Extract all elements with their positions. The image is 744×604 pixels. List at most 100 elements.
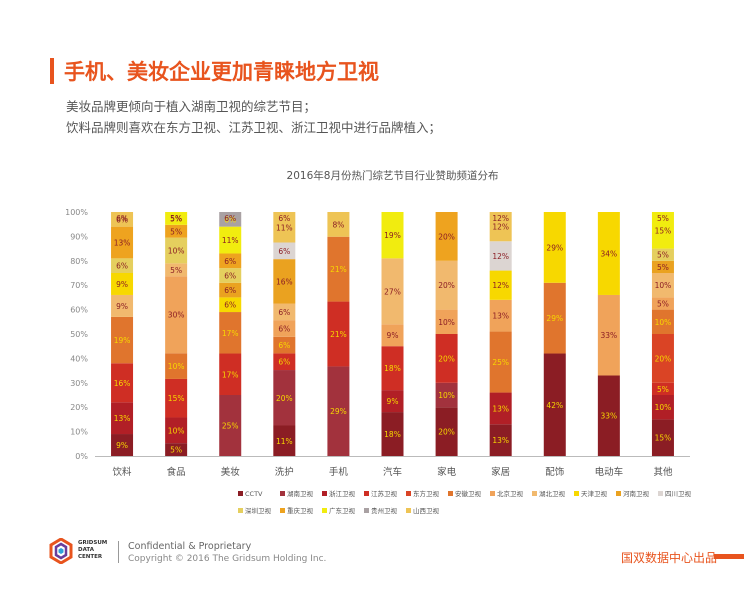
bar-segment <box>111 273 134 295</box>
bar-segment <box>165 224 188 238</box>
legend-swatch <box>238 508 243 513</box>
bar-segment <box>381 412 404 456</box>
bar-segment <box>597 294 620 376</box>
bar-segment <box>273 242 296 260</box>
footer-confidential: Confidential & Proprietary <box>128 541 252 552</box>
y-tick-label: 0% <box>75 452 88 461</box>
legend-label: 安徽卫视 <box>455 489 482 498</box>
data-label: 29% <box>546 243 563 252</box>
y-tick-label: 90% <box>70 232 88 241</box>
bar-segment <box>219 282 242 298</box>
x-tick-label: 其他 <box>653 466 673 478</box>
y-tick-label: 20% <box>70 403 88 412</box>
brand-line-3: CENTER <box>78 554 103 560</box>
chart-title: 2016年8月份热门综艺节目行业赞助频道分布 <box>287 169 499 182</box>
x-tick-label: 食品 <box>167 466 186 478</box>
data-label: 34% <box>601 249 618 258</box>
bar-segment <box>327 212 350 237</box>
data-label: 21% <box>330 330 347 339</box>
data-label: 20% <box>438 428 455 437</box>
data-label: 19% <box>384 231 401 240</box>
bar-segment <box>327 366 350 456</box>
legend-label: 深圳卫视 <box>245 506 272 515</box>
x-tick-label: 家居 <box>491 466 510 478</box>
data-label: 6% <box>278 324 290 333</box>
data-label: 16% <box>114 379 131 388</box>
bar-segment <box>111 363 134 403</box>
data-label: 5% <box>170 214 182 223</box>
legend-label: 湖北卫视 <box>539 489 566 498</box>
legend-label: 广东卫视 <box>329 506 356 515</box>
data-label: 5% <box>657 300 669 309</box>
legend-swatch <box>658 491 663 496</box>
x-tick-label: 饮料 <box>113 466 133 478</box>
y-tick-label: 100% <box>65 208 88 217</box>
data-label: 10% <box>168 247 185 256</box>
legend-swatch <box>448 491 453 496</box>
legend-label: 山西卫视 <box>413 506 440 515</box>
bar-segment <box>165 263 188 277</box>
legend-label: 天津卫视 <box>581 489 608 498</box>
title-accent-bar <box>50 58 54 84</box>
legend-swatch <box>322 508 327 513</box>
bar-segment <box>111 402 134 435</box>
y-tick-label: 60% <box>70 306 88 315</box>
bar-segment <box>273 425 296 456</box>
bar-segment <box>165 417 188 444</box>
data-label: 18% <box>384 430 401 439</box>
legend-swatch <box>364 491 369 496</box>
data-label: 5% <box>657 385 669 394</box>
bar-segment <box>651 260 674 273</box>
bar-segment <box>165 443 188 456</box>
data-label: 21% <box>330 265 347 274</box>
data-label: 11% <box>222 236 239 245</box>
bar-segment <box>111 226 134 259</box>
data-label: 6% <box>116 214 128 223</box>
data-label: 13% <box>114 239 131 248</box>
bar-segment <box>273 212 296 243</box>
legend-swatch <box>238 491 243 496</box>
data-label: 6% <box>278 358 290 367</box>
footer-producer: 国双数据中心出品 <box>621 551 718 565</box>
bar-segment <box>219 297 242 313</box>
bar-segment <box>111 434 134 456</box>
bar-segment <box>219 312 242 354</box>
data-label: 11% <box>276 437 293 446</box>
bar-segment <box>273 370 296 426</box>
bar-segment <box>543 212 566 283</box>
data-label: 18% <box>384 364 401 373</box>
data-label: 10% <box>655 281 672 290</box>
x-tick-label: 洗护 <box>275 466 294 478</box>
data-label: 6% <box>278 247 290 256</box>
bar-segment <box>273 303 296 321</box>
y-tick-label: 10% <box>70 428 88 437</box>
x-tick-label: 手机 <box>329 466 349 478</box>
data-label: 5% <box>170 266 182 275</box>
data-label: 12% <box>492 214 509 223</box>
legend-label: CCTV <box>245 490 263 498</box>
bar-segment <box>219 395 242 456</box>
bar-segment <box>543 353 566 456</box>
data-label: 20% <box>655 354 672 363</box>
data-label: 42% <box>546 401 563 410</box>
data-label: 13% <box>492 312 509 321</box>
bar-segment <box>651 309 674 334</box>
subtitle-line-1: 美妆品牌更倾向于植入湖南卫视的综艺节目； <box>66 99 317 114</box>
data-label: 11% <box>276 223 293 232</box>
y-tick-label: 80% <box>70 257 88 266</box>
bar-segment <box>381 258 404 325</box>
data-label: 8% <box>332 220 344 229</box>
bar-segment <box>489 424 512 456</box>
data-label: 5% <box>657 263 669 272</box>
data-label: 25% <box>492 358 509 367</box>
bar-segment <box>273 320 296 337</box>
data-label: 15% <box>655 226 672 235</box>
bar-segment <box>489 299 512 332</box>
legend-label: 东方卫视 <box>413 489 440 498</box>
subtitle-line-2: 饮料品牌则喜欢在东方卫视、江苏卫视、浙江卫视中进行品牌植入； <box>66 120 442 135</box>
legend-label: 北京卫视 <box>497 489 524 498</box>
bar-segment <box>165 353 188 379</box>
data-label: 5% <box>170 214 182 223</box>
data-label: 9% <box>116 441 128 450</box>
bar-segment <box>327 301 350 367</box>
